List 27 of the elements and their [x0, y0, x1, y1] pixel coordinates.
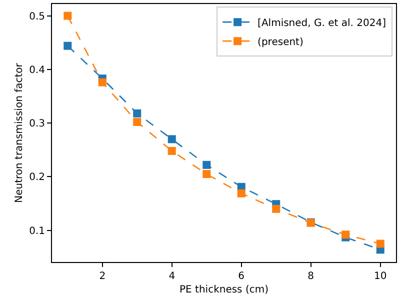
y-tick-label: 0.1 — [29, 226, 45, 237]
x-tick-label: 4 — [168, 271, 176, 282]
legend-label: [Almisned, G. et al. 2024] — [258, 18, 386, 29]
point — [202, 160, 211, 169]
x-tick-label: 10 — [374, 271, 387, 282]
x-tick-label: 2 — [99, 271, 106, 282]
point — [168, 135, 176, 144]
point — [342, 230, 350, 239]
y-tick-label: 0.2 — [29, 172, 45, 184]
x-tick-label: 6 — [238, 271, 245, 282]
point — [64, 42, 72, 50]
y-axis-title: Neutron transmission factor — [14, 62, 26, 203]
point — [272, 204, 280, 213]
point — [202, 170, 211, 178]
point — [133, 118, 142, 126]
y-tick-label: 0.3 — [29, 118, 45, 130]
point — [98, 78, 106, 86]
x-tick-label: 8 — [308, 271, 314, 282]
x-axis-title: PE thickness (cm) — [180, 284, 269, 296]
point — [376, 240, 384, 248]
legend-label: (present) — [258, 36, 304, 48]
y-tick-label: 0.5 — [29, 11, 45, 22]
point — [133, 109, 142, 118]
point — [237, 189, 246, 198]
y-tick-label: 0.4 — [29, 64, 45, 76]
point — [168, 146, 176, 155]
point — [64, 12, 72, 20]
